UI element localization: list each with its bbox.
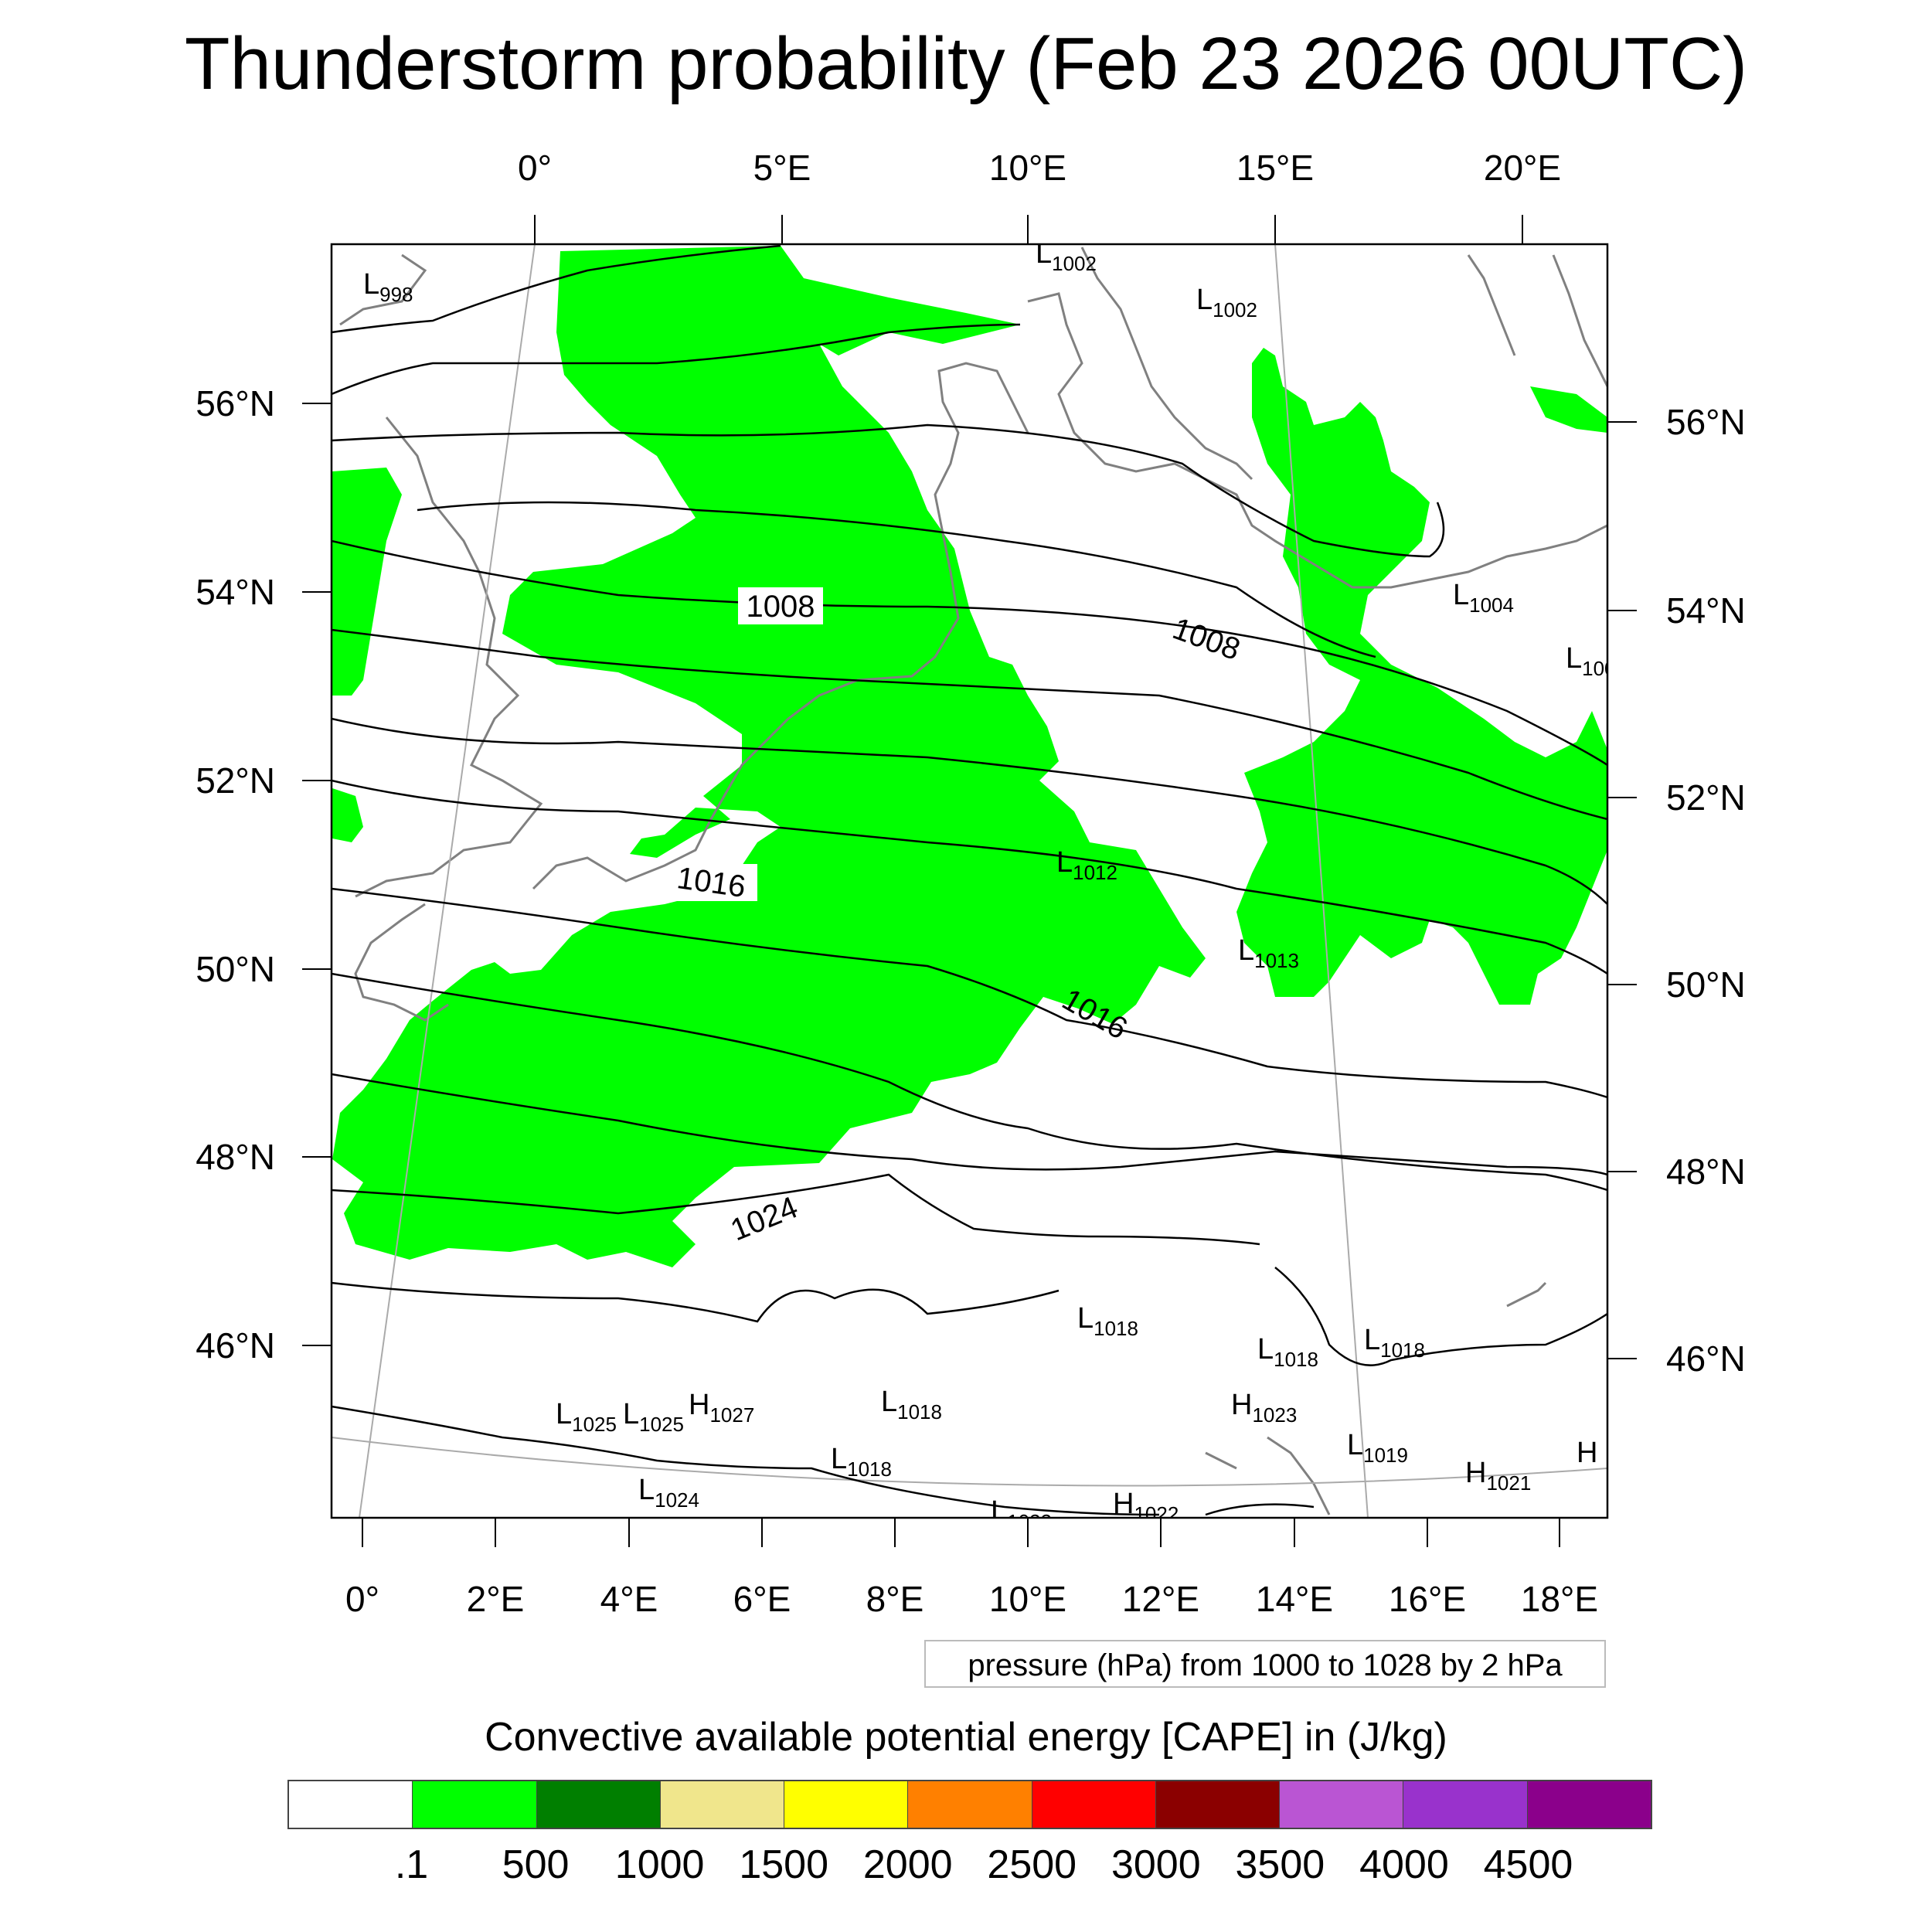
bottom-lon-label: 0° [345,1579,379,1619]
top-lon-label: 0° [518,148,552,188]
colorbar-box-8 [1280,1781,1404,1828]
colorbar-box-9 [1403,1781,1528,1828]
left-lat-label: 46°N [196,1325,275,1366]
bottom-lon-label: 18°E [1520,1579,1599,1619]
colorbar-label: 4500 [1483,1842,1573,1887]
right-lat-label: 52°N [1666,777,1746,818]
colorbar-label: 4000 [1359,1842,1449,1887]
map-title: Thunderstorm probability (Feb 23 2026 00… [184,22,1748,105]
colorbar-label: .1 [394,1842,429,1887]
pressure-center: L1018 [881,1386,942,1423]
colorbar [287,1780,1652,1829]
coastlines [339,247,1607,1515]
colorbar-box-1 [413,1781,537,1828]
bottom-lon-label: 2°E [466,1579,525,1619]
right-lat-label: 50°N [1666,964,1746,1005]
colorbar-box-3 [660,1781,785,1828]
bottom-lon-label: 16°E [1388,1579,1467,1619]
colorbar-title: Convective available potential energy [C… [485,1715,1447,1760]
pressure-center: L100 [1566,642,1616,680]
cape-region-central [332,246,1206,1267]
cape-region-northeast [1236,348,1607,1005]
pressure-center: L1024 [638,1474,699,1512]
graticule [332,244,1607,1518]
cape-region-coast-left [332,788,363,842]
bottom-lon-label: 4°E [600,1579,658,1619]
colorbar-label: 3000 [1111,1842,1201,1887]
right-lat-label: 46°N [1666,1338,1746,1379]
colorbar-label: 2000 [862,1842,953,1887]
pressure-center: H1027 [689,1389,754,1427]
pressure-center: L1012 [1056,846,1117,884]
top-lon-label: 5°E [753,148,811,188]
right-lat-label: 54°N [1666,590,1746,631]
bottom-lon-label: 8°E [866,1579,924,1619]
pressure-center: L1025 [623,1398,684,1436]
pressure-center: H1021 [1465,1457,1531,1495]
pressure-center: L1018 [831,1443,892,1481]
colorbar-label: 1000 [614,1842,705,1887]
colorbar-label: 2500 [987,1842,1077,1887]
pressure-caption: pressure (hPa) from 1000 to 1028 by 2 hP… [924,1640,1606,1688]
pressure-center: L1018 [1364,1324,1425,1362]
pressure-center: L1018 [1077,1302,1138,1340]
colorbar-box-10 [1527,1781,1651,1828]
isobars [332,244,1607,1516]
isobar-label: 1008 [747,590,815,624]
plot-frame [330,243,1609,1519]
pressure-center: H1022 [1113,1488,1179,1526]
pressure-center: L1022 [991,1495,1052,1533]
colorbar-box-7 [1155,1781,1281,1828]
colorbar-label: 1500 [739,1842,829,1887]
bottom-lon-label: 10°E [988,1579,1067,1619]
pressure-center: L1013 [1238,934,1299,972]
pressure-center: L1019 [1347,1429,1408,1467]
pressure-center: L1002 [1196,284,1257,321]
colorbar-box-6 [1032,1781,1156,1828]
pressure-center: H1023 [1231,1389,1297,1427]
colorbar-box-5 [908,1781,1032,1828]
pressure-center: L1002 [1036,237,1097,275]
cape-region-uk-west [332,468,402,696]
colorbar-box-4 [784,1781,909,1828]
pressure-center: H [1577,1437,1597,1469]
left-lat-label: 50°N [196,949,275,989]
top-lon-label: 15°E [1236,148,1315,188]
left-lat-label: 56°N [196,383,275,423]
cape-fill-regions [332,246,1607,1267]
bottom-lon-label: 14°E [1255,1579,1334,1619]
pressure-centers: L998 L1002 L1002 L1004 L100 L1012 L1013 … [363,237,1616,1533]
colorbar-label: 3500 [1235,1842,1325,1887]
top-lon-label: 10°E [988,148,1067,188]
pressure-center: L1004 [1453,579,1514,617]
bottom-lon-label: 12°E [1121,1579,1200,1619]
right-lat-label: 56°N [1666,402,1746,442]
isobar-label: 1008 [1168,611,1245,667]
left-lat-label: 54°N [196,572,275,612]
pressure-center: L998 [363,268,413,306]
colorbar-box-2 [536,1781,661,1828]
right-lat-label: 48°N [1666,1151,1746,1192]
top-lon-label: 20°E [1483,148,1562,188]
left-lat-label: 52°N [196,760,275,801]
tick-marks [302,215,1637,1547]
cape-region-east-small [1530,386,1607,433]
colorbar-box-0 [289,1781,413,1828]
pressure-center: L1018 [1257,1333,1318,1371]
pressure-center: L1025 [556,1398,617,1436]
colorbar-label: 500 [502,1842,570,1887]
left-lat-label: 48°N [196,1137,275,1177]
bottom-lon-label: 6°E [733,1579,791,1619]
